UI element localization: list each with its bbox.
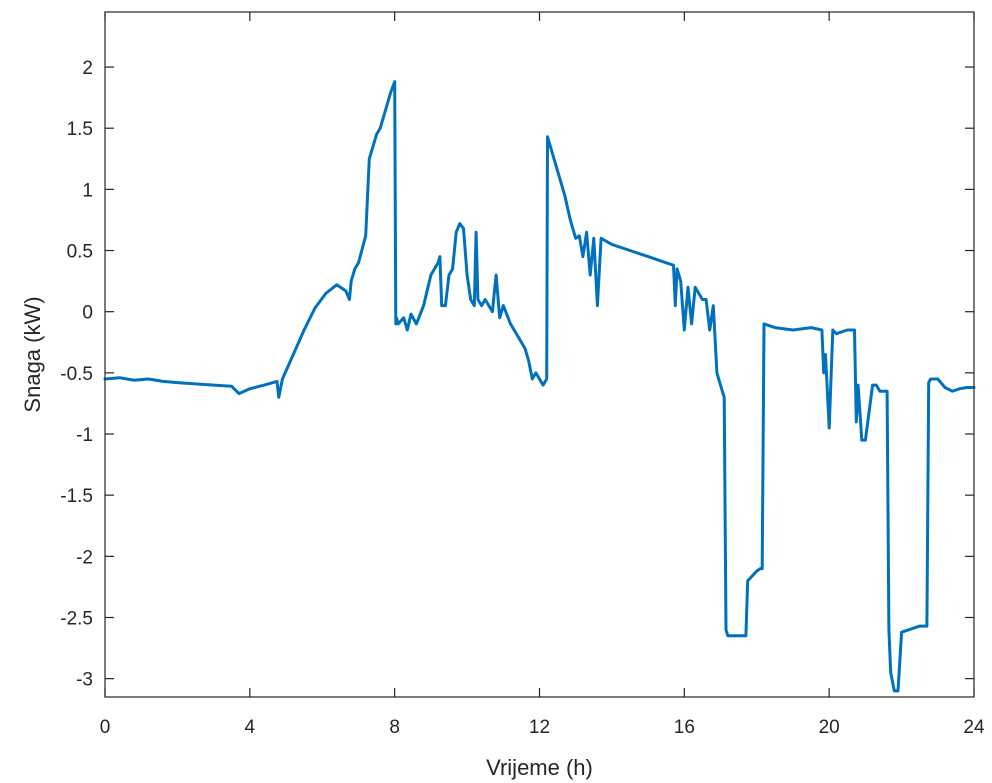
series-line: [103, 80, 976, 693]
y-tick-label: -3: [76, 670, 93, 691]
x-tick-label: 20: [819, 717, 840, 738]
y-tick-label: -1.5: [60, 486, 93, 507]
x-tick-label: 4: [245, 717, 256, 738]
y-tick-label: -2.5: [60, 608, 93, 629]
x-tick-label: 24: [963, 717, 985, 738]
y-tick-label: -2: [76, 547, 93, 568]
y-axis-label: Snaga (kW): [20, 296, 45, 412]
y-tick-label: -0.5: [60, 364, 93, 385]
x-tick-label: 8: [389, 717, 400, 738]
y-axis: 2 1.5 1 0.5 0 -0.5 -1 -1.5 -2 -2.5 -3: [60, 58, 974, 691]
x-tick-label: 0: [100, 717, 111, 738]
y-tick-label: 1: [82, 180, 93, 201]
x-axis: 0 4 8 12 16 20 24: [100, 12, 985, 738]
y-tick-label: 1.5: [67, 119, 93, 140]
y-tick-label: 2: [82, 58, 93, 79]
x-tick-label: 12: [529, 717, 550, 738]
y-tick-label: 0.5: [67, 242, 93, 263]
plot-frame: [104, 11, 975, 698]
plot-area: [103, 80, 976, 693]
x-tick-label: 16: [674, 717, 695, 738]
y-tick-label: -1: [76, 425, 93, 446]
x-axis-label: Vrijeme (h): [486, 755, 593, 780]
y-tick-label: 0: [82, 303, 93, 324]
